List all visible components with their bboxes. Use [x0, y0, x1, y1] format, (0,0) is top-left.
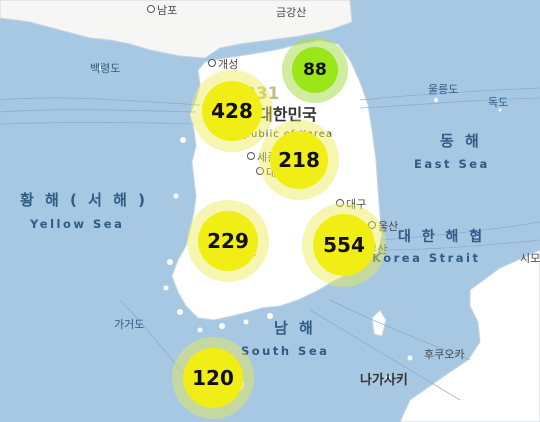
- strait-label-korea-ko: 대 한 해 협: [398, 229, 486, 245]
- sea-label-east-ko: 동 해: [440, 132, 482, 150]
- cluster-marker[interactable]: 554: [302, 203, 386, 287]
- cluster-count: 229: [198, 211, 258, 271]
- north-korea-land: [0, 0, 353, 59]
- japan-land: [399, 249, 540, 422]
- island-label-baengnyeongdo: 백령도: [90, 62, 121, 75]
- city-label-kaesong: 개성: [208, 59, 238, 70]
- city-label-busan: 부산: [367, 243, 388, 256]
- cluster-marker[interactable]: 428: [191, 70, 273, 152]
- city-label-daegu: 대구: [336, 199, 366, 210]
- cluster-count: 88: [292, 47, 338, 93]
- cluster-marker[interactable]: 120: [172, 337, 254, 419]
- city-label-ulsan: 울산: [368, 221, 398, 232]
- cluster-count: 428: [202, 81, 262, 141]
- cluster-marker[interactable]: 218: [259, 120, 339, 200]
- country-label-korea: 대한민국: [258, 105, 317, 124]
- city-label-shimo: 시모: [520, 252, 540, 265]
- cluster-count: 218: [270, 131, 328, 189]
- cluster-marker[interactable]: 88: [282, 37, 348, 103]
- place-label-geumgangsan: 금강산: [276, 6, 307, 19]
- city-label-sejong: 세종: [247, 152, 277, 163]
- country-label-korea-en: Republic of Korea: [229, 129, 334, 140]
- cluster-marker[interactable]: 229: [187, 200, 269, 282]
- sea-label-yellow-ko: 황 해 ( 서 해 ): [20, 191, 149, 209]
- sea-label-yellow-en: Yellow Sea: [30, 217, 125, 231]
- city-label-fukuoka: 후쿠오카: [424, 348, 465, 361]
- city-label-nagasaki: 나가사키: [360, 373, 408, 388]
- sea-label-east-en: East Sea: [414, 157, 490, 171]
- island-label-dokdo: 독도: [488, 96, 509, 109]
- shipping-routes: [0, 87, 540, 401]
- cluster-count: 554: [313, 214, 375, 276]
- island-label-gageodo: 가거도: [114, 318, 145, 331]
- sea-label-south-ko: 남 해: [274, 319, 316, 337]
- sea-label-south-en: South Sea: [241, 344, 330, 358]
- strait-label-korea-en: Korea Strait: [372, 251, 481, 265]
- tsushima-island: [371, 309, 387, 337]
- city-label-nampo: 남포: [147, 5, 177, 16]
- cluster-count: 120: [183, 348, 243, 408]
- island-label-ulleungdo: 울릉도: [428, 83, 459, 96]
